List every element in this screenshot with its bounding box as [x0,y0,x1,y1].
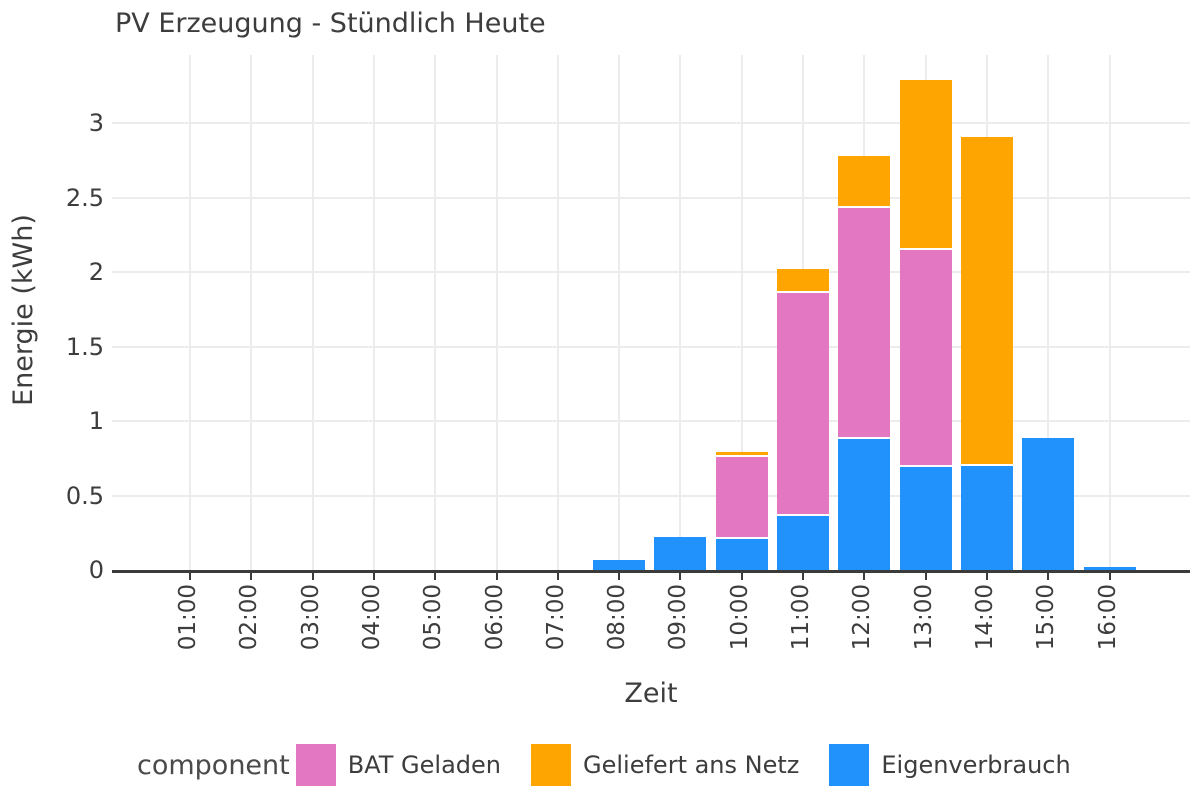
x-tick-label: 02:00 [236,584,263,651]
x-tick-mark [740,573,743,580]
bar-segment-geliefert-ans-netz [899,80,952,250]
x-gridline [618,55,621,570]
bar-segment-bat-geladen [899,250,952,468]
y-tick-label: 2.5 [65,183,104,212]
x-tick-mark [618,573,621,580]
bar-segment-eigenverbrauch [838,439,891,570]
x-tick-mark [250,573,253,580]
x-axis-title: Zeit [624,678,678,709]
legend-item-bat-geladen[interactable]: BAT Geladen [295,744,502,786]
x-tick-mark [556,573,559,580]
x-gridline [495,55,498,570]
bar-segment-geliefert-ans-netz [960,136,1013,466]
x-tick-mark [1108,573,1111,580]
x-gridline [250,55,253,570]
x-gridline [372,55,375,570]
y-tick-label: 0.5 [65,481,104,510]
x-gridline [679,55,682,570]
legend-item-eigenverbrauch[interactable]: Eigenverbrauch [829,744,1071,786]
bar-segment-geliefert-ans-netz [777,269,829,294]
x-tick-label: 09:00 [665,584,692,651]
bar-segment-eigenverbrauch [1022,437,1075,570]
x-tick-label: 03:00 [297,584,324,651]
x-gridline [1108,55,1111,570]
y-tick-label: 3 [88,109,104,138]
bar-segment-eigenverbrauch [1083,567,1136,570]
x-tick-label: 14:00 [971,584,998,651]
bar-segment-geliefert-ans-netz [715,452,768,457]
bar-segment-eigenverbrauch [654,537,707,570]
x-tick-label: 08:00 [604,584,631,651]
x-tick-mark [495,573,498,580]
y-gridline [112,196,1190,199]
bar-segment-eigenverbrauch [899,467,952,570]
x-gridline [1047,55,1050,570]
x-tick-label: 11:00 [788,584,814,651]
y-tick-label: 0 [88,556,104,584]
bar-segment-eigenverbrauch [715,538,768,570]
bar-segment-eigenverbrauch [593,559,646,570]
y-gridline [112,345,1190,348]
x-gridline [740,55,743,570]
x-tick-label: 06:00 [481,584,508,651]
x-tick-label: 13:00 [910,584,937,651]
y-tick-label: 1 [88,407,104,436]
x-tick-mark [372,573,375,580]
legend-label: Geliefert ans Netz [583,751,800,779]
bar-segment-bat-geladen [715,456,768,539]
bar-segment-eigenverbrauch [960,465,1013,570]
legend-label: BAT Geladen [347,751,502,779]
legend-title: component [137,749,290,781]
y-gridline [112,122,1190,125]
bar-segment-bat-geladen [838,208,891,440]
y-axis-title: Energie (kWh) [8,214,39,406]
x-gridline [311,55,314,570]
x-tick-label: 05:00 [420,584,447,651]
bar-segment-geliefert-ans-netz [838,156,891,209]
x-tick-mark [985,573,988,580]
x-tick-mark [679,573,682,580]
x-tick-mark [924,573,927,580]
bar-segment-bat-geladen [777,293,829,517]
x-tick-label: 07:00 [542,584,569,651]
y-gridline [112,420,1190,423]
bar-segment-eigenverbrauch [777,516,829,570]
x-tick-label: 16:00 [1094,584,1121,651]
legend: component BAT Geladen Geliefert ans Netz E… [137,744,1071,786]
x-gridline [434,55,437,570]
legend-swatch [295,744,336,786]
x-tick-mark [189,573,191,580]
legend-swatch [531,744,572,786]
y-tick-label: 1.5 [65,332,104,361]
x-tick-mark [802,573,804,580]
legend-label: Eigenverbrauch [881,751,1071,779]
x-tick-mark [311,573,314,580]
y-gridline [112,494,1190,497]
x-tick-label: 10:00 [726,584,753,651]
x-gridline [556,55,559,570]
x-tick-label: 15:00 [1033,584,1060,651]
x-tick-label: 04:00 [358,584,385,651]
y-gridline [112,271,1190,274]
x-gridline [189,55,191,570]
legend-swatch [829,744,870,786]
x-tick-mark [863,573,866,580]
x-tick-label: 01:00 [175,584,201,651]
y-tick-label: 2 [88,258,104,287]
x-tick-label: 12:00 [849,584,876,651]
chart-title: PV Erzeugung - Stündlich Heute [115,8,546,39]
legend-item-geliefert-ans-netz[interactable]: Geliefert ans Netz [531,744,799,786]
plot-area [112,55,1190,573]
x-tick-mark [1047,573,1050,580]
x-tick-mark [434,573,437,580]
